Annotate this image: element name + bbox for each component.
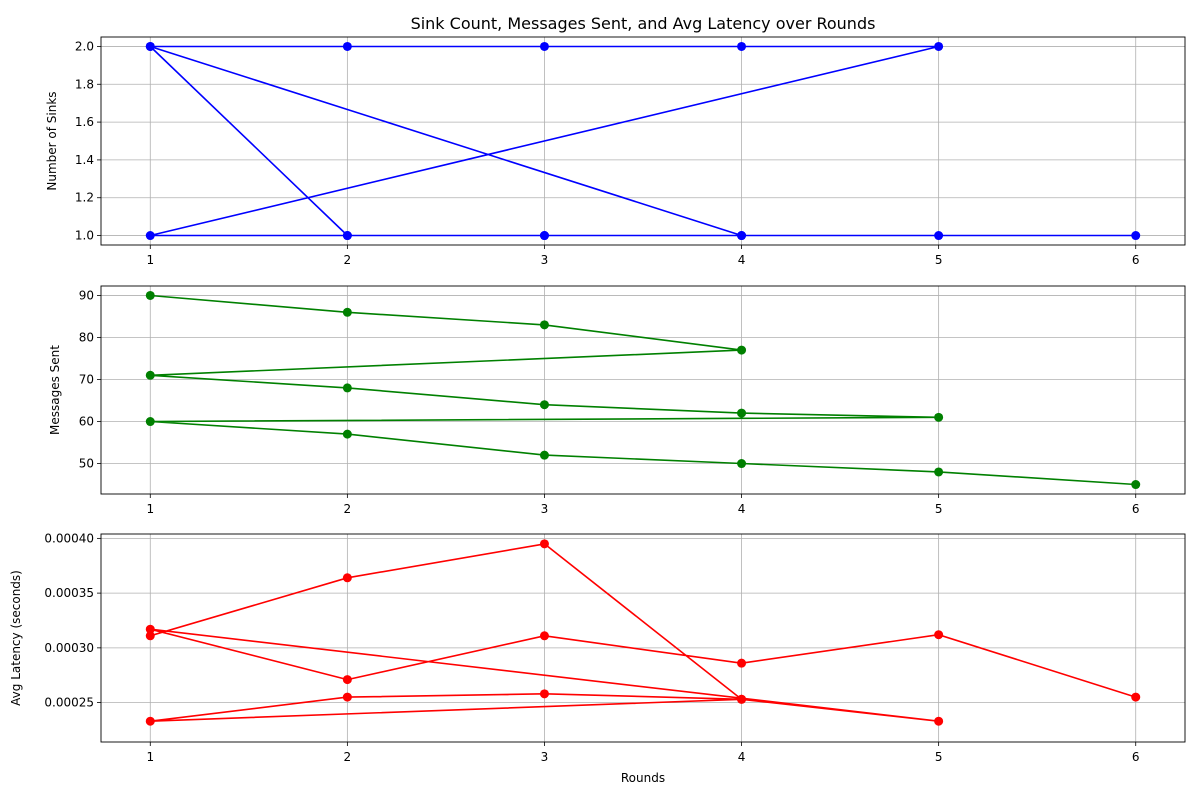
data-point [342,429,352,439]
x-tick-label: 6 [1132,750,1140,764]
data-point [342,573,352,583]
data-point [342,307,352,317]
data-point [145,631,155,641]
y-tick-label: 0.00040 [44,531,94,545]
data-point [1131,231,1141,241]
data-point [737,459,747,469]
data-point [539,231,549,241]
y-axis-label: Number of Sinks [45,91,59,190]
y-tick-label: 90 [79,288,94,302]
data-point [934,412,944,422]
data-point [145,417,155,427]
data-point [145,370,155,380]
data-point [934,41,944,51]
data-point [737,658,747,668]
y-tick-label: 2.0 [75,39,94,53]
data-point [145,41,155,51]
data-point [539,320,549,330]
y-tick-label: 1.8 [75,77,94,91]
data-point [934,630,944,640]
series-line [149,543,1136,723]
data-point [539,400,549,410]
x-tick-label: 2 [344,253,352,267]
data-point [737,408,747,418]
x-tick-label: 3 [541,750,549,764]
data-point [539,450,549,460]
y-tick-label: 1.2 [75,191,94,205]
chart-title: Sink Count, Messages Sent, and Avg Laten… [411,14,876,33]
x-tick-label: 2 [344,750,352,764]
data-point [342,41,352,51]
y-tick-label: 1.6 [75,115,94,129]
data-point [539,41,549,51]
data-point [342,692,352,702]
x-tick-label: 1 [146,253,154,267]
data-point [934,716,944,726]
data-point [145,716,155,726]
x-tick-label: 3 [541,502,549,516]
x-tick-label: 5 [935,750,943,764]
y-tick-label: 70 [79,372,94,386]
data-point [539,631,549,641]
data-point [737,231,747,241]
subplot-sinks: 1 2 3 4 5 6 1.0 1.2 1.4 1.6 1.8 2.0 Number of Sinks [45,36,1186,267]
x-tick-label: 1 [146,750,154,764]
y-tick-label: 50 [79,457,94,471]
data-point [737,345,747,355]
y-tick-label: 0.00025 [44,696,94,710]
data-point [1131,480,1141,490]
data-point [145,231,155,241]
y-tick-label: 1.0 [75,229,94,243]
x-tick-label: 6 [1132,502,1140,516]
x-tick-label: 3 [541,253,549,267]
data-point [145,290,155,300]
data-point [539,689,549,699]
plot-frame [100,285,1186,495]
y-axis-label: Avg Latency (seconds) [9,570,23,706]
data-point [342,675,352,685]
x-tick-label: 5 [935,502,943,516]
data-point [342,231,352,241]
data-point [145,624,155,634]
x-tick-label: 4 [738,253,746,267]
y-tick-label: 1.4 [75,153,94,167]
y-axis-label: Messages Sent [48,345,62,435]
x-tick-label: 1 [146,502,154,516]
x-tick-label: 4 [738,750,746,764]
plot-frame [100,533,1186,743]
y-tick-label: 80 [79,330,94,344]
data-point [737,41,747,51]
y-tick-label: 0.00030 [44,641,94,655]
x-axis-label: Rounds [621,771,665,785]
subplot-latency: 1 2 3 4 5 6 0.00025 0.00030 0.00035 0.00040 Avg La… [9,531,1186,764]
x-tick-label: 5 [935,253,943,267]
series-line [149,45,1136,237]
y-tick-label: 60 [79,415,94,429]
data-point [539,539,549,549]
data-point [934,231,944,241]
y-tick-label: 0.00035 [44,586,94,600]
subplot-messages: 1 2 3 4 5 6 50 60 70 80 90 Messages Sent [48,285,1186,516]
data-point [737,694,747,704]
series-line [149,294,1136,486]
data-point [1131,692,1141,702]
plot-frame [100,36,1186,246]
data-point [342,383,352,393]
data-point [934,467,944,477]
x-tick-label: 6 [1132,253,1140,267]
x-tick-label: 2 [344,502,352,516]
x-tick-label: 4 [738,502,746,516]
